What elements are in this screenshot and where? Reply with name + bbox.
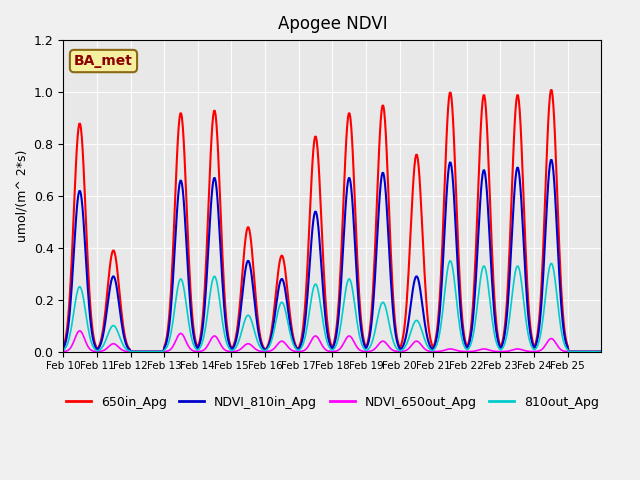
Title: Apogee NDVI: Apogee NDVI <box>278 15 387 33</box>
Y-axis label: umol/(m^ 2*s): umol/(m^ 2*s) <box>15 150 28 242</box>
Text: BA_met: BA_met <box>74 54 133 68</box>
Legend: 650in_Apg, NDVI_810in_Apg, NDVI_650out_Apg, 810out_Apg: 650in_Apg, NDVI_810in_Apg, NDVI_650out_A… <box>61 391 604 414</box>
